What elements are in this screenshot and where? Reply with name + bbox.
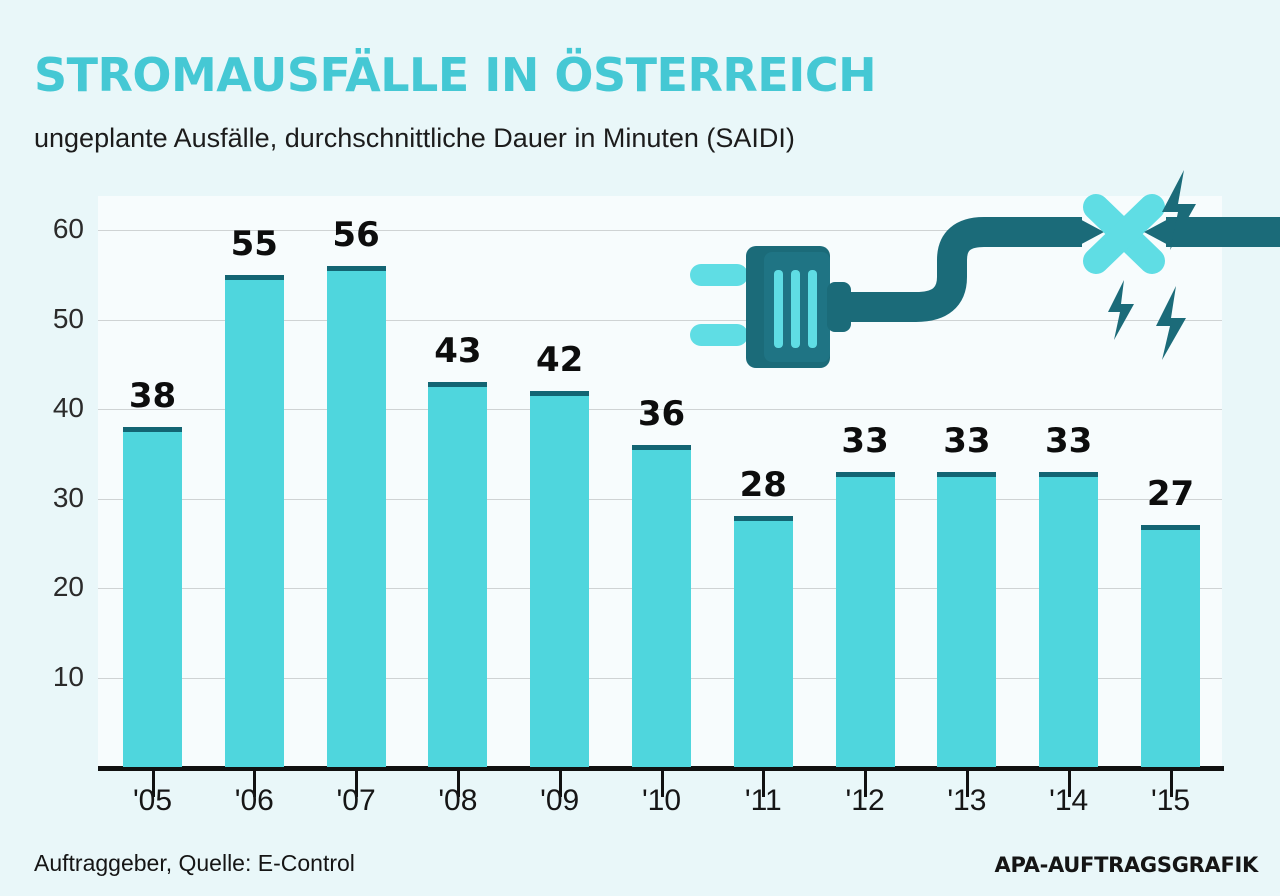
bar[interactable] xyxy=(224,274,284,767)
bar-cap xyxy=(1141,525,1200,531)
y-axis-tick-label: 20 xyxy=(52,571,84,602)
x-axis-tick xyxy=(762,771,766,797)
bar[interactable] xyxy=(632,444,691,767)
bar[interactable] xyxy=(835,471,895,767)
x-axis-tick xyxy=(1169,771,1173,797)
bar-cap xyxy=(937,471,997,477)
x-axis-tick-label: '05 xyxy=(132,784,173,817)
x-axis-tick-label: '09 xyxy=(540,784,580,817)
bar-cap xyxy=(428,382,488,388)
y-axis-tick-label: 10 xyxy=(52,660,84,692)
bar-cap xyxy=(1039,471,1099,477)
x-axis-tick xyxy=(965,771,969,797)
bar-cap xyxy=(835,471,895,477)
bar[interactable] xyxy=(1039,471,1099,767)
gridline xyxy=(98,319,1222,321)
bar-cap xyxy=(224,274,284,280)
x-axis-line xyxy=(98,766,1224,771)
bar[interactable] xyxy=(428,382,488,767)
credit-note: APA-AUFTRAGSGRAFIK xyxy=(994,853,1259,877)
x-axis-tick-label: '14 xyxy=(1049,784,1089,817)
x-axis-tick-label: '08 xyxy=(438,784,478,817)
bar-value-label: 28 xyxy=(739,465,787,506)
y-axis: 60 50 40 30 20 10 xyxy=(0,0,84,896)
x-axis-tick xyxy=(151,771,155,797)
bar-value-label: 33 xyxy=(1045,420,1093,461)
x-axis-tick xyxy=(864,771,868,797)
bar-cap xyxy=(733,516,793,522)
bar[interactable] xyxy=(326,265,386,767)
bar-value-label: 36 xyxy=(637,393,686,434)
bar[interactable] xyxy=(937,471,997,767)
x-axis-tick-label: '07 xyxy=(336,784,376,817)
y-axis-tick-label: 50 xyxy=(52,302,84,334)
bar-value-label: 38 xyxy=(128,375,177,416)
bar[interactable] xyxy=(733,516,793,767)
x-axis-tick xyxy=(355,771,359,797)
bar-value-label: 33 xyxy=(841,420,889,461)
x-axis-tick xyxy=(253,771,257,797)
source-note: Auftraggeber, Quelle: E-Control xyxy=(34,850,355,876)
x-axis-tick-label: '10 xyxy=(641,784,682,817)
x-axis-tick-label: '06 xyxy=(234,784,274,817)
bar[interactable] xyxy=(123,426,182,767)
gridline xyxy=(98,230,1222,231)
y-axis-tick-label: 60 xyxy=(52,213,84,244)
bar-value-label: 55 xyxy=(230,223,278,264)
bar[interactable] xyxy=(1141,525,1200,767)
bar-cap xyxy=(632,444,691,450)
bar-cap xyxy=(326,265,386,271)
page-title: STROMAUSFÄLLE IN ÖSTERREICH xyxy=(34,48,877,102)
x-axis-tick xyxy=(456,771,460,797)
bar[interactable] xyxy=(530,391,590,767)
bar-value-label: 42 xyxy=(536,340,584,381)
x-axis-tick-label: '15 xyxy=(1150,784,1191,817)
chart-subtitle: ungeplante Ausfälle, durchschnittliche D… xyxy=(34,123,795,153)
x-axis-tick-label: '13 xyxy=(947,784,987,817)
bar-value-label: 43 xyxy=(434,331,482,372)
x-axis-tick xyxy=(660,771,664,797)
x-axis-tick-label: '11 xyxy=(744,784,782,817)
bar-value-label: 27 xyxy=(1146,474,1195,515)
y-axis-tick-label: 30 xyxy=(52,481,84,513)
gridline xyxy=(98,409,1222,410)
bar-cap xyxy=(530,391,590,397)
bar-value-label: 33 xyxy=(943,420,991,461)
bar-value-label: 56 xyxy=(332,214,380,255)
x-axis-tick xyxy=(1067,771,1071,797)
bar-cap xyxy=(123,426,182,432)
x-axis-tick xyxy=(558,771,562,797)
y-axis-tick-label: 40 xyxy=(52,392,84,423)
x-axis-tick-label: '12 xyxy=(845,784,885,817)
